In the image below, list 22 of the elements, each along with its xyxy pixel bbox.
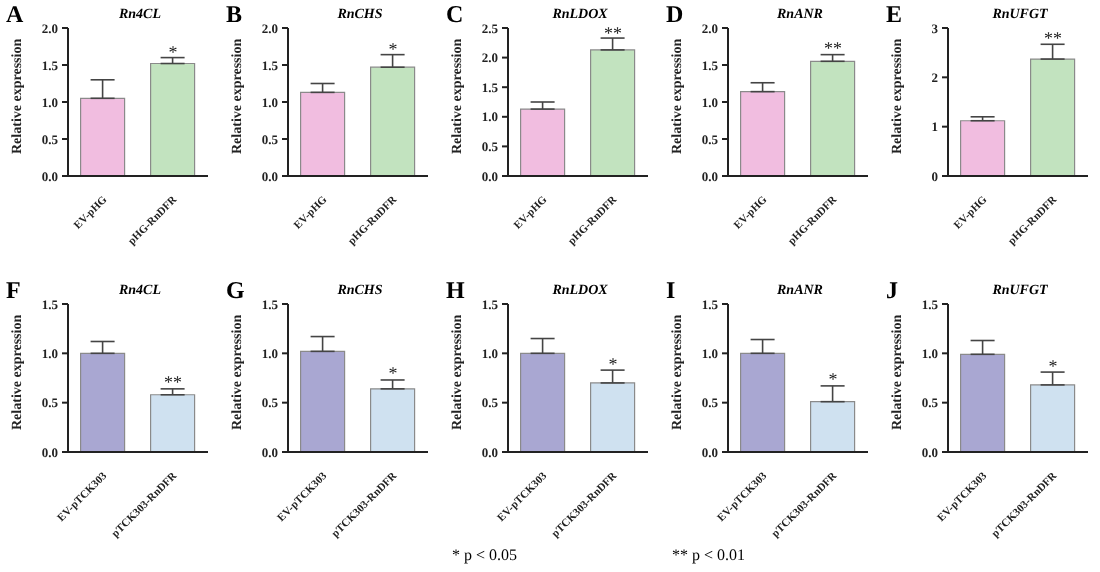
text: H [446, 276, 465, 306]
annotation: ** [1044, 28, 1063, 49]
text: J [886, 276, 898, 306]
text: C [446, 0, 464, 30]
annotation: * [608, 353, 619, 374]
text: B [226, 0, 243, 30]
text: * p < 0.05 [452, 546, 518, 564]
annotation: * [388, 39, 399, 60]
annotation: ** [164, 372, 183, 393]
annotation: * [828, 369, 839, 390]
annotation: * [1048, 355, 1059, 376]
text: I [666, 276, 676, 306]
text: F [6, 276, 21, 306]
text: ** p < 0.01 [672, 546, 746, 564]
annotation: ** [604, 22, 623, 43]
text: G [226, 276, 245, 306]
text: E [886, 0, 903, 30]
annotation: * [168, 42, 179, 63]
text: D [666, 0, 684, 30]
text: A [6, 0, 24, 30]
annotation: ** [824, 37, 843, 58]
annotation: * [388, 363, 399, 384]
